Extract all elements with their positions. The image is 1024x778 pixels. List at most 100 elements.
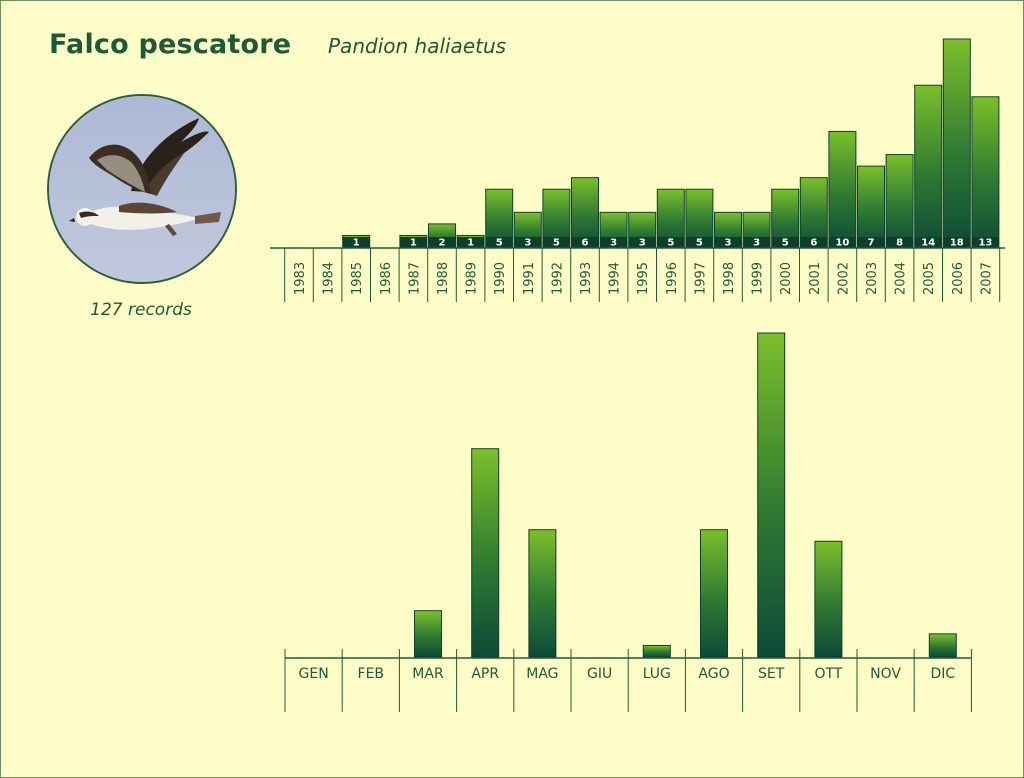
value-label-bg — [857, 237, 885, 247]
year-bar-2007 — [971, 96, 1000, 248]
year-bar-2006 — [942, 38, 971, 248]
month-tick-label: LUG — [643, 666, 671, 682]
value-label-bg — [828, 237, 856, 247]
month-tick-label: OTT — [814, 666, 842, 682]
month-bar-MAR — [414, 610, 442, 658]
year-tick-label: 1985 — [350, 262, 365, 295]
value-label: 5 — [667, 238, 674, 249]
value-label: 18 — [950, 238, 964, 249]
month-tick-label: FEB — [358, 666, 385, 682]
month-bar-LUG — [642, 644, 671, 658]
year-tick-label: 1997 — [693, 262, 708, 295]
value-label-bg — [542, 237, 570, 247]
value-label-bg — [685, 237, 713, 247]
value-label-bg — [771, 237, 799, 247]
month-tick-label: NOV — [870, 666, 901, 682]
month-tick-label: GEN — [299, 666, 329, 682]
year-bar-2004 — [885, 154, 914, 248]
value-label: 6 — [582, 238, 589, 249]
value-label-bg — [628, 237, 656, 247]
year-tick-label: 2007 — [979, 262, 994, 295]
year-bar-2003 — [857, 165, 885, 248]
month-bar-DIC — [928, 633, 957, 658]
value-label: 5 — [696, 238, 703, 249]
month-tick-label: APR — [471, 666, 499, 682]
value-label: 3 — [753, 238, 760, 249]
year-bar-1993 — [571, 177, 599, 248]
month-tick-label: AGO — [698, 666, 729, 682]
value-label: 5 — [496, 238, 503, 249]
month-tick-label: SET — [758, 666, 785, 682]
value-label-bg — [800, 237, 828, 247]
value-label: 6 — [810, 238, 817, 249]
month-bar-AGO — [700, 529, 728, 658]
year-tick-label: 1991 — [522, 262, 537, 295]
value-label-bg — [914, 237, 942, 247]
year-bar-2002 — [828, 130, 857, 248]
year-tick-label: 1984 — [322, 262, 337, 295]
value-label-bg — [943, 237, 971, 247]
yearly-bar-chart: 1 1 2 1 5 3 5 6 3 3 5 5 3 3 5 6 10 7 8 14 18 13 1983 1984 1985 19… — [270, 38, 1005, 302]
year-tick-label: 2001 — [808, 262, 823, 295]
value-label-bg — [600, 237, 628, 247]
month-bar-MAG — [528, 529, 557, 658]
value-label: 2 — [439, 238, 446, 249]
month-tick-label: MAG — [526, 666, 558, 682]
year-tick-label: 2005 — [922, 262, 937, 295]
month-tick-label: MAR — [412, 666, 444, 682]
month-bar-APR — [471, 448, 500, 658]
value-label-bg — [342, 237, 370, 247]
year-tick-label: 1996 — [665, 262, 680, 295]
value-label: 3 — [725, 238, 732, 249]
value-label: 14 — [921, 238, 935, 249]
value-label: 1 — [410, 238, 417, 249]
month-tick-label: DIC — [930, 666, 955, 682]
value-label: 1 — [467, 238, 474, 249]
year-tick-label: 2003 — [865, 262, 880, 295]
monthly-bar-chart: GEN FEB MAR APR MAG GIU LUG AGO SET OTT NOV DIC — [284, 332, 972, 712]
species-scientific-name: Pandion haliaetus — [328, 34, 507, 58]
value-label: 10 — [835, 238, 849, 249]
year-tick-label: 2006 — [951, 262, 966, 295]
records-count: 127 records — [90, 300, 192, 320]
value-label: 3 — [524, 238, 531, 249]
value-label-bg — [886, 237, 914, 247]
value-label: 8 — [896, 238, 903, 249]
value-label: 3 — [639, 238, 646, 249]
year-tick-label: 1989 — [465, 262, 480, 295]
osprey-photo — [47, 94, 237, 284]
year-bar-2005 — [914, 84, 943, 248]
year-tick-label: 1987 — [407, 262, 422, 295]
value-label-bg — [971, 237, 999, 247]
year-bar-2001 — [799, 177, 828, 248]
value-label-bg — [428, 237, 456, 247]
year-tick-label: 1992 — [550, 262, 565, 295]
year-tick-label: 1995 — [636, 262, 651, 295]
value-label: 7 — [868, 238, 875, 249]
month-tick-label: GIU — [587, 666, 612, 682]
year-tick-label: 2000 — [779, 262, 794, 295]
value-label-bg — [514, 237, 542, 247]
year-tick-label: 1993 — [579, 262, 594, 295]
value-label-bg — [399, 237, 427, 247]
value-label-bg — [657, 237, 685, 247]
value-label-bg — [485, 237, 513, 247]
value-label: 3 — [610, 238, 617, 249]
value-label-bg — [714, 237, 742, 247]
year-tick-label: 1990 — [493, 262, 508, 295]
year-tick-label: 1983 — [293, 262, 308, 295]
year-tick-label: 1999 — [751, 262, 766, 295]
year-tick-label: 1988 — [436, 262, 451, 295]
value-label: 1 — [353, 238, 360, 249]
month-bar-OTT — [814, 540, 843, 658]
value-label-bg — [571, 237, 599, 247]
year-tick-label: 2004 — [894, 262, 909, 295]
year-tick-label: 1986 — [379, 262, 394, 295]
value-label-bg — [457, 237, 485, 247]
year-tick-label: 1998 — [722, 262, 737, 295]
value-label: 5 — [782, 238, 789, 249]
value-label-bg — [743, 237, 771, 247]
value-label: 13 — [978, 238, 992, 249]
osprey-picture — [49, 96, 235, 282]
